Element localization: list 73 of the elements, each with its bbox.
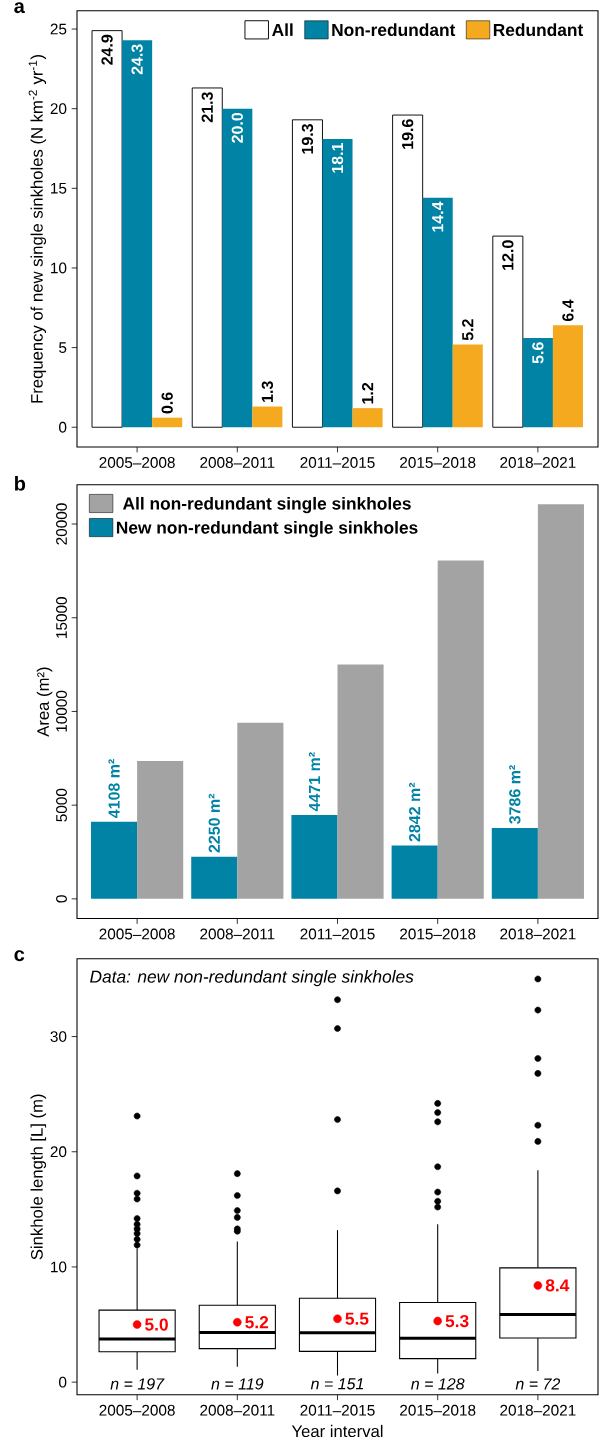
x-tick-label: 2005–2008 — [99, 1404, 175, 1416]
y-tick-label: 0 — [59, 421, 67, 433]
x-axis-title: Year interval — [291, 1424, 383, 1438]
y-axis-title: Sinkhole length [L] (m) — [30, 1094, 47, 1260]
y-tick-label: 10000 — [56, 690, 67, 732]
data-label: 0.6 — [161, 392, 173, 414]
annotation: n = 119 — [211, 1378, 264, 1390]
legend-label: Non-redundant — [332, 23, 456, 37]
x-tick-label: 2011–2015 — [300, 1404, 375, 1416]
legend-label: All — [272, 23, 293, 36]
annotation: n = 128 — [411, 1378, 465, 1390]
data-label: 5.6 — [532, 342, 544, 364]
data-label: 12.0 — [502, 240, 514, 270]
x-tick-label: 2011–2015 — [300, 928, 375, 940]
y-tick-label: 15 — [51, 182, 67, 194]
y-tick-label: 20000 — [56, 503, 67, 545]
y-tick-label: 5 — [59, 342, 67, 353]
data-label: 1.3 — [261, 381, 274, 402]
data-label: 21.3 — [201, 92, 213, 123]
y-tick-label: 0 — [59, 1376, 67, 1388]
legend-label: New non-redundant single sinkholes — [116, 521, 418, 538]
annotation: n = 72 — [515, 1378, 561, 1390]
x-tick-label: 2015–2018 — [400, 928, 476, 940]
x-tick-label: 2008–2011 — [200, 457, 275, 468]
y-tick-label: 15000 — [56, 597, 67, 638]
y-tick-label: 20 — [50, 1146, 67, 1158]
y-tick-label: 10 — [51, 262, 67, 274]
data-label: 5.5 — [345, 1312, 369, 1325]
x-tick-label: 2011–2015 — [300, 457, 375, 468]
chart-title: a — [14, 2, 25, 14]
data-label: 3786 m² — [509, 765, 521, 824]
annotation: n = 197 — [110, 1378, 165, 1390]
x-tick-label: 2018–2021 — [500, 928, 576, 940]
y-tick-label: 0 — [56, 895, 67, 903]
legend-label: Redundant — [493, 23, 584, 37]
data-label: 8.4 — [545, 1279, 570, 1292]
y-axis-title: Area (m²) — [36, 667, 53, 737]
data-label: 4108 m² — [108, 759, 120, 819]
x-tick-label: 2015–2018 — [400, 1404, 476, 1416]
x-tick-label: 2015–2018 — [400, 457, 476, 468]
y-tick-label: 10 — [51, 1261, 67, 1273]
y-tick-label: 30 — [50, 1031, 67, 1042]
x-tick-label: 2005–2008 — [99, 457, 175, 468]
y-tick-label: 20 — [50, 103, 67, 115]
data-label: 1.2 — [361, 382, 374, 404]
chart-title: c — [14, 950, 25, 962]
y-axis-title: Frequency of new single sinkholes (N km$^{-2}$ yr$^{-1}$) — [28, 54, 47, 403]
x-tick-label: 2008–2011 — [200, 1404, 275, 1416]
data-label: 4471 m² — [308, 752, 321, 812]
data-label: 20.0 — [231, 112, 243, 143]
data-label: 5.2 — [462, 319, 474, 341]
y-tick-label: 25 — [50, 23, 67, 35]
data-label: 5.0 — [145, 1318, 168, 1331]
legend-label: All non-redundant single sinkholes — [122, 496, 411, 514]
data-label: 5.2 — [245, 1316, 269, 1329]
data-label: 2842 m² — [408, 782, 421, 842]
data-label: 2250 m² — [208, 793, 220, 853]
annotation: n = 151 — [310, 1378, 364, 1390]
data-label: 19.3 — [301, 124, 314, 154]
data-label: 18.1 — [331, 142, 344, 173]
data-label: 19.6 — [401, 119, 414, 149]
data-label: 5.3 — [445, 1314, 469, 1328]
y-tick-label: 5000 — [56, 788, 67, 822]
x-tick-label: 2018–2021 — [500, 1404, 576, 1416]
data-label: 24.9 — [101, 34, 113, 65]
data-label: 6.4 — [562, 299, 574, 322]
annotation: Data: new non-redundant single sinkholes — [90, 970, 414, 987]
x-tick-label: 2018–2021 — [500, 457, 576, 468]
chart-title: b — [15, 476, 26, 491]
data-label: 14.4 — [432, 201, 444, 232]
x-tick-label: 2008–2011 — [200, 928, 275, 940]
x-tick-label: 2005–2008 — [99, 928, 175, 940]
data-label: 24.3 — [131, 44, 143, 75]
